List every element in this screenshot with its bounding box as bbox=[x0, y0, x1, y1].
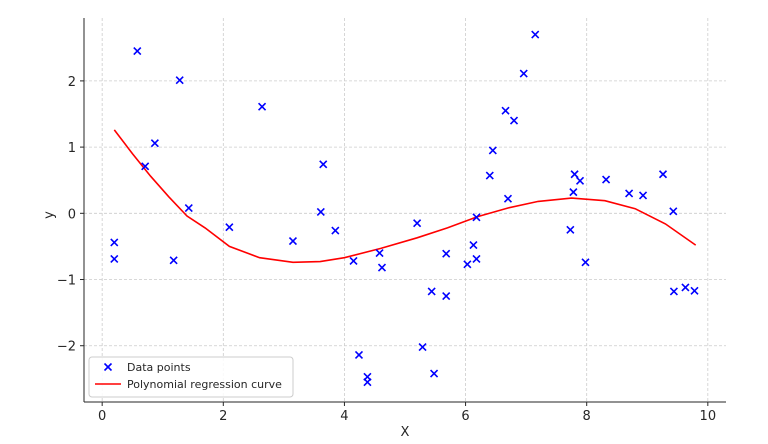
curve-layer bbox=[113, 129, 697, 264]
data-point bbox=[519, 69, 528, 78]
grid bbox=[84, 18, 726, 402]
data-point bbox=[184, 203, 193, 213]
data-point bbox=[625, 189, 634, 198]
data-point bbox=[169, 256, 178, 265]
data-point bbox=[531, 30, 540, 39]
x-tick-label: 10 bbox=[700, 409, 717, 424]
data-point bbox=[602, 175, 611, 184]
data-point bbox=[669, 207, 678, 216]
data-point bbox=[257, 102, 267, 111]
data-point bbox=[463, 260, 472, 269]
data-point bbox=[427, 287, 436, 296]
x-tick-label: 8 bbox=[583, 409, 591, 424]
data-point bbox=[349, 256, 358, 266]
legend-label-regression-curve: Polynomial regression curve bbox=[127, 378, 282, 391]
data-point bbox=[225, 223, 234, 232]
data-point bbox=[669, 287, 678, 296]
data-point bbox=[377, 263, 387, 272]
data-point bbox=[638, 191, 648, 200]
legend-x-marker bbox=[103, 362, 113, 372]
x-tick-label: 0 bbox=[98, 409, 106, 424]
data-point bbox=[690, 286, 699, 295]
data-point bbox=[488, 146, 497, 155]
data-point bbox=[331, 226, 340, 235]
regression-curve bbox=[113, 129, 697, 264]
data-point bbox=[430, 369, 439, 378]
data-point bbox=[150, 139, 159, 148]
legend-label-data-points: Data points bbox=[127, 361, 191, 374]
data-point bbox=[569, 188, 578, 197]
data-point bbox=[658, 170, 668, 179]
data-point bbox=[288, 237, 298, 246]
x-axis-label: X bbox=[401, 425, 410, 440]
data-point bbox=[442, 249, 451, 258]
data-point bbox=[133, 47, 142, 56]
x-tick-label: 4 bbox=[340, 409, 348, 424]
data-point bbox=[469, 241, 478, 250]
y-tick-label: 0 bbox=[68, 207, 76, 222]
legend-box bbox=[88, 356, 294, 398]
data-point bbox=[485, 171, 494, 180]
axes bbox=[83, 18, 726, 403]
y-axis-label: y bbox=[42, 211, 57, 219]
data-point bbox=[141, 162, 150, 171]
data-point bbox=[472, 213, 481, 222]
y-tick-label: 2 bbox=[68, 75, 76, 90]
y-tick-label: −1 bbox=[57, 274, 76, 289]
legend-marker-data-points bbox=[103, 362, 113, 372]
legend: Data points Polynomial regression curve bbox=[88, 356, 294, 398]
y-tick-label: 1 bbox=[68, 141, 76, 156]
data-point bbox=[354, 350, 364, 360]
data-point bbox=[363, 378, 372, 387]
data-point bbox=[503, 194, 513, 203]
points-layer bbox=[110, 30, 699, 387]
data-point bbox=[175, 76, 184, 85]
x-tick-label: 2 bbox=[219, 409, 227, 424]
ticks: 0 2 4 6 8 10 −2 −1 0 1 2 bbox=[57, 75, 716, 424]
x-tick-label: 6 bbox=[461, 409, 469, 424]
data-point bbox=[375, 248, 384, 258]
data-point bbox=[110, 238, 119, 247]
data-point bbox=[509, 116, 519, 125]
data-point bbox=[472, 254, 481, 264]
data-point bbox=[319, 160, 328, 169]
data-point bbox=[418, 342, 427, 352]
y-tick-label: −2 bbox=[57, 340, 76, 355]
data-point bbox=[681, 283, 690, 292]
data-point bbox=[581, 258, 590, 267]
data-point bbox=[575, 176, 585, 185]
data-point bbox=[316, 207, 325, 217]
data-point bbox=[570, 170, 579, 179]
data-point bbox=[413, 219, 422, 228]
data-point bbox=[442, 292, 451, 301]
data-point bbox=[566, 225, 575, 234]
data-point bbox=[501, 106, 510, 115]
data-point bbox=[110, 254, 119, 264]
